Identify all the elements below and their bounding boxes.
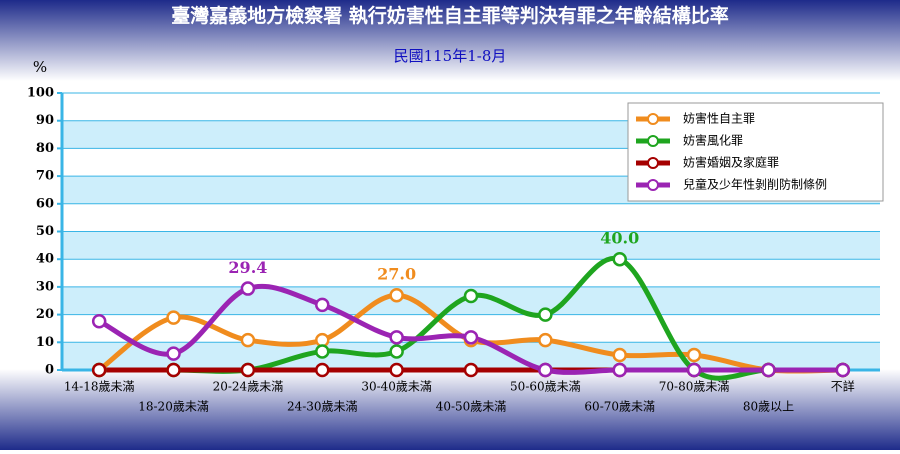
grid-band (62, 203, 880, 232)
y-tick-label: 100 (27, 86, 54, 101)
marker (686, 347, 702, 363)
marker (612, 347, 627, 363)
marker (389, 362, 404, 378)
legend-label: 兒童及少年性剝削防制條例 (683, 177, 827, 192)
marker (240, 362, 256, 378)
y-tick-label: 10 (36, 335, 54, 350)
x-tick-label: 20-24歲未滿 (213, 380, 284, 394)
y-tick-label: 20 (36, 307, 54, 322)
series-line (98, 283, 843, 375)
y-tick-label: 50 (36, 224, 54, 239)
marker (612, 362, 627, 378)
y-tick-label: 90 (36, 113, 54, 128)
chart-title: 臺灣嘉義地方檢察署 執行妨害性自主罪等判決有罪之年齡結構比率 (171, 4, 729, 27)
legend-marker (647, 157, 659, 169)
marker (315, 344, 330, 359)
x-tick-label: 50-60歲未滿 (510, 380, 581, 394)
marker (166, 310, 181, 325)
marker (315, 297, 330, 313)
y-tick-label: 0 (45, 363, 54, 378)
data-label: 40.0 (600, 229, 639, 248)
marker (835, 362, 851, 378)
legend-marker (647, 135, 659, 147)
y-tick-label: 60 (36, 196, 54, 211)
grid-band (62, 231, 880, 260)
marker (240, 332, 256, 348)
marker (463, 362, 479, 378)
legend-marker (647, 113, 659, 125)
marker (166, 362, 181, 378)
marker (240, 281, 256, 296)
y-axis-label: % (33, 58, 47, 76)
marker (538, 307, 553, 322)
x-tick-label: 70-80歲未滿 (659, 380, 730, 394)
y-tick-label: 40 (36, 252, 54, 267)
x-tick-label: 18-20歲未滿 (138, 400, 209, 414)
marker (463, 288, 479, 304)
marker (91, 313, 107, 329)
legend-box (627, 102, 884, 202)
x-tick-label: 不詳 (831, 379, 855, 394)
marker (389, 344, 404, 359)
data-label: 29.4 (228, 258, 267, 277)
marker (761, 362, 776, 378)
legend-marker (647, 179, 659, 191)
y-tick-label: 80 (36, 141, 54, 156)
marker (538, 362, 553, 378)
marker (166, 346, 181, 361)
marker (612, 251, 627, 267)
marker (389, 287, 404, 303)
legend-label: 妨害婚姻及家庭罪 (683, 155, 779, 170)
chart-subtitle: 民國115年1-8月 (394, 47, 507, 65)
legend-label: 妨害風化罪 (683, 133, 743, 148)
data-label: 27.0 (377, 265, 416, 284)
x-tick-label: 60-70歲未滿 (584, 400, 655, 414)
grid-band (62, 259, 880, 287)
marker (315, 362, 330, 378)
marker (389, 330, 404, 345)
x-tick-label: 30-40歲未滿 (361, 380, 432, 394)
marker (463, 330, 479, 345)
y-tick-label: 30 (36, 279, 54, 294)
x-tick-label: 80歲以上 (743, 400, 794, 414)
legend-label: 妨害性自主罪 (683, 111, 755, 126)
marker (686, 362, 702, 378)
marker (538, 332, 553, 348)
marker (91, 362, 107, 378)
x-tick-label: 14-18歲未滿 (64, 380, 135, 394)
x-tick-label: 24-30歲未滿 (287, 400, 358, 414)
y-tick-label: 70 (36, 169, 54, 184)
x-tick-label: 40-50歲未滿 (436, 400, 507, 414)
